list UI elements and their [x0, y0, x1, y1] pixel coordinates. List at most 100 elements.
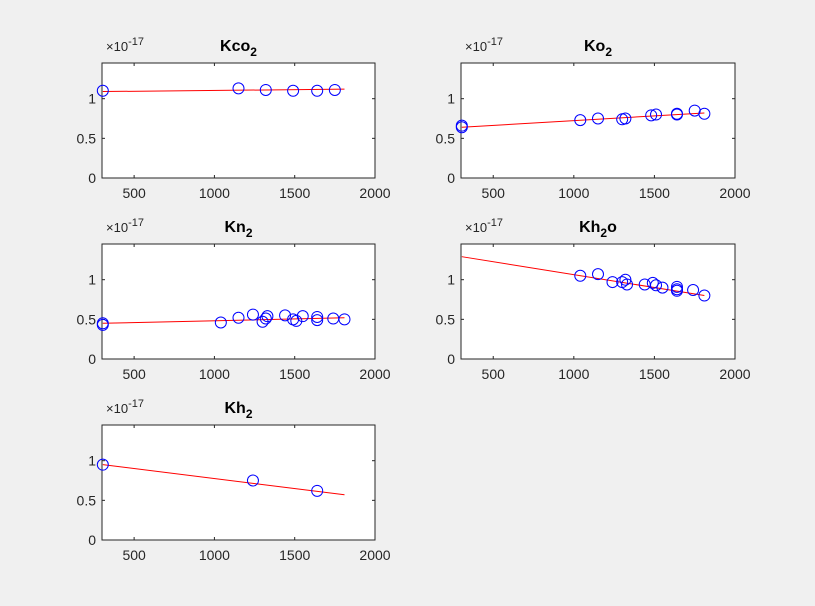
chart-1-data-point	[232, 82, 245, 95]
chart-1-exponent-power: -17	[128, 36, 144, 48]
chart-2-data-point	[592, 112, 604, 125]
chart-2-exponent-power: -17	[487, 36, 503, 48]
chart-5-axes-box	[101, 424, 376, 541]
chart-5-x-tick-label: 500	[122, 547, 146, 563]
chart-1-data-point	[328, 83, 341, 96]
chart-4-data-point	[656, 281, 669, 294]
chart-3-title-main: Kn	[224, 219, 245, 236]
chart-1-axes-box	[101, 62, 376, 179]
chart-5-data-point	[246, 474, 259, 487]
chart-3-title: Kn2	[224, 219, 252, 240]
chart-3-data-point	[311, 310, 324, 323]
chart-4-title: Kh2o	[579, 219, 617, 240]
chart-5-data-point	[96, 458, 109, 471]
chart-4-title-main: Kh	[579, 219, 600, 236]
chart-1-title: Kco2	[220, 38, 257, 59]
chart-4-exponent-power: -17	[487, 217, 503, 229]
chart-2-y-tick-label: 0.5	[436, 130, 456, 146]
chart-1-x-tick-label: 1000	[199, 185, 230, 201]
chart-4-y-tick-label: 0.5	[436, 311, 456, 327]
chart-4-data-point	[606, 276, 619, 289]
chart-4-exponent-label: ×10-17	[465, 217, 503, 235]
chart-5-y-tick-label: 1	[88, 453, 96, 469]
chart-4-fit-line	[461, 256, 705, 297]
chart-5-title: Kh2	[224, 400, 252, 421]
chart-5-x-tick-label: 2000	[359, 547, 390, 563]
chart-1-y-tick-label: 0	[88, 170, 96, 186]
chart-4-y-tick-label: 0	[447, 351, 455, 367]
chart-3-data-point	[261, 310, 274, 323]
chart-3-data-point	[232, 311, 245, 324]
chart-5-exponent-label: ×10-17	[106, 398, 144, 416]
chart-1-x-tick-label: 1500	[279, 185, 310, 201]
chart-2-y-tick-label: 1	[447, 91, 455, 107]
chart-3-axes-box	[101, 243, 376, 360]
chart-4-data-point	[574, 269, 587, 282]
chart-5-exponent-power: -17	[128, 398, 144, 410]
chart-1-y-tick-label: 1	[88, 91, 96, 107]
chart-3-data-point	[311, 314, 324, 327]
chart-2-data-point	[455, 119, 468, 132]
chart-2-data-point	[574, 114, 587, 127]
chart-3-data-point	[338, 313, 351, 326]
chart-3-data-point	[290, 314, 303, 327]
chart-2-title: Ko2	[584, 38, 612, 59]
chart-1-data-point	[259, 83, 272, 96]
chart-3-exponent-base: ×10	[106, 220, 128, 235]
chart-4-data-point	[592, 268, 604, 281]
chart-1-x-tick-label: 2000	[359, 185, 390, 201]
chart-2-data-point	[619, 112, 632, 125]
chart-3-y-tick-label: 1	[88, 272, 96, 288]
chart-1-exponent-base: ×10	[106, 39, 128, 54]
chart-4-data-point	[650, 279, 663, 292]
chart-3-x-tick-label: 1500	[279, 366, 310, 382]
chart-2-exponent-label: ×10-17	[465, 36, 503, 54]
chart-3-exponent-label: ×10-17	[106, 217, 144, 235]
chart-3-fit-line	[102, 317, 345, 324]
chart-2-x-tick-label: 500	[482, 185, 506, 201]
chart-5-exponent-base: ×10	[106, 401, 128, 416]
chart-2-title-subscript: 2	[605, 45, 612, 59]
chart-4-data-point	[621, 278, 634, 291]
chart-4-x-tick-label: 2000	[719, 366, 750, 382]
chart-1-y-tick-label: 0.5	[77, 130, 97, 146]
chart-4-data-point	[687, 284, 700, 296]
chart-3-title-subscript: 2	[246, 226, 253, 240]
chart-2-exponent-base: ×10	[465, 39, 487, 54]
chart-2-data-point	[650, 108, 663, 121]
chart-3-x-tick-label: 2000	[359, 366, 390, 382]
chart-1-data-point	[287, 84, 300, 97]
chart-4-x-tick-label: 1500	[639, 366, 670, 382]
chart-1-title-main: Kco	[220, 38, 250, 55]
chart-3-y-tick-label: 0.5	[77, 311, 97, 327]
chart-2-data-point	[670, 107, 683, 120]
chart-3-exponent-power: -17	[128, 217, 144, 229]
chart-5-title-subscript: 2	[246, 407, 253, 421]
chart-2-data-point	[698, 107, 711, 120]
chart-3-x-tick-label: 500	[122, 366, 146, 382]
chart-5-x-tick-label: 1000	[199, 547, 230, 563]
chart-4-y-tick-label: 1	[447, 272, 455, 288]
chart-4-data-point	[670, 284, 683, 297]
chart-4-x-tick-label: 1000	[558, 366, 589, 382]
chart-3-y-tick-label: 0	[88, 351, 96, 367]
chart-1-data-point	[311, 84, 324, 97]
chart-4-x-tick-label: 500	[482, 366, 506, 382]
chart-2-x-tick-label: 2000	[719, 185, 750, 201]
chart-4-data-point	[646, 276, 659, 289]
chart-2-x-tick-label: 1500	[639, 185, 670, 201]
chart-2-x-tick-label: 1000	[558, 185, 589, 201]
chart-3-data-point	[214, 316, 227, 329]
chart-3-data-point	[296, 310, 309, 323]
chart-4-axes-box	[460, 243, 736, 360]
chart-4-data-point	[619, 273, 632, 286]
chart-3-data-point	[279, 309, 292, 322]
chart-4-exponent-base: ×10	[465, 220, 487, 235]
chart-3-data-point	[246, 308, 259, 321]
chart-4-title-subscript: 2	[600, 226, 607, 240]
chart-1-title-subscript: 2	[250, 45, 257, 59]
chart-2-data-point	[645, 109, 658, 122]
chart-3-data-point	[259, 312, 272, 325]
chart-2-title-main: Ko	[584, 38, 606, 55]
